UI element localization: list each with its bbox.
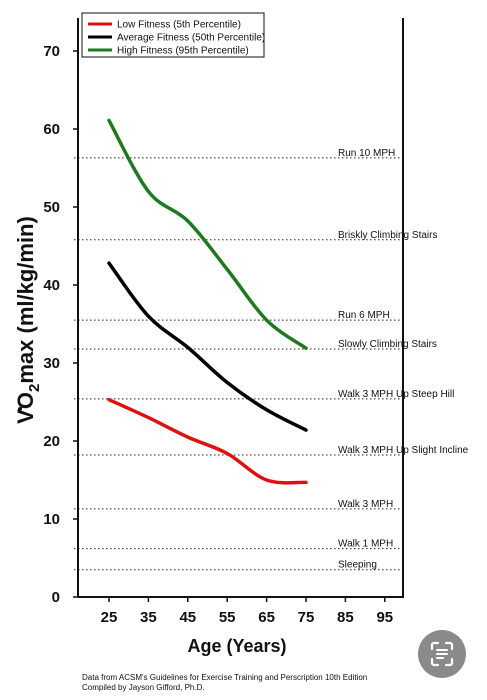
y-tick-label: 70 (43, 43, 60, 60)
y-tick-label: 0 (52, 589, 60, 606)
reference-label: Walk 1 MPH (338, 539, 393, 550)
axes (77, 18, 404, 598)
y-tick-label: 20 (43, 433, 60, 450)
y-tick-label: 10 (43, 511, 60, 528)
x-axis-label: Age (Years) (187, 636, 286, 656)
x-tick-label: 45 (179, 609, 196, 626)
y-tick-label: 60 (43, 121, 60, 138)
reference-label: Run 6 MPH (338, 310, 390, 321)
reference-lines: Run 10 MPH Briskly Climbing Stairs Run 6 M… (74, 148, 469, 571)
y-tick-label: 50 (43, 199, 60, 216)
legend-label: Low Fitness (5th Percentile) (117, 20, 241, 31)
ticks: 0 10 20 30 40 50 60 70 25 35 45 55 65 75 85 95 (43, 43, 393, 626)
x-tick-label: 35 (140, 609, 157, 626)
v-dot-mark (18, 407, 22, 411)
x-tick-label: 25 (101, 609, 118, 626)
series-line (107, 261, 308, 432)
y-tick-label: 40 (43, 277, 60, 294)
reference-label: Slowly Climbing Stairs (338, 339, 437, 350)
reference-label: Run 10 MPH (338, 148, 395, 159)
x-tick-label: 85 (337, 609, 354, 626)
scan-text-icon (430, 641, 454, 667)
lens-icon[interactable] (418, 630, 466, 678)
x-tick-label: 65 (258, 609, 275, 626)
reference-label: Walk 3 MPH Up Steep Hill (338, 389, 454, 400)
series-line (107, 118, 308, 350)
reference-label: Walk 3 MPH (338, 499, 393, 510)
legend-label: High Fitness (95th Percentile) (117, 46, 249, 57)
x-tick-label: 75 (298, 609, 315, 626)
footer-credit: Compiled by Jayson Gifford, Ph.D. (82, 683, 205, 692)
reference-label: Briskly Climbing Stairs (338, 230, 437, 241)
footer-note: Data from ACSM's Guidelines for Exercise… (82, 673, 367, 693)
y-tick-label: 30 (43, 355, 60, 372)
legend-box (81, 12, 265, 58)
x-tick-label: 55 (219, 609, 236, 626)
y-axis-label: VO2max (ml/kg/min) (13, 216, 43, 424)
x-tick-label: 95 (376, 609, 393, 626)
legend: Low Fitness (5th Percentile) Average Fitn… (81, 12, 265, 58)
series (107, 118, 308, 485)
series-line (107, 397, 308, 485)
reference-label: Sleeping (338, 560, 377, 571)
footer-source: Data from ACSM's Guidelines for Exercise… (82, 673, 368, 682)
legend-label: Average Fitness (50th Percentile) (117, 33, 265, 44)
